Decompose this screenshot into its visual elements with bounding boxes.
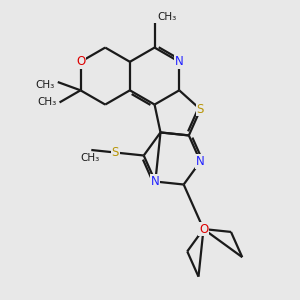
Text: N: N [175, 55, 184, 68]
Text: CH₃: CH₃ [36, 80, 55, 90]
Text: O: O [76, 55, 85, 68]
Text: CH₃: CH₃ [157, 12, 176, 22]
Text: S: S [112, 146, 119, 159]
Text: N: N [196, 155, 205, 168]
Text: N: N [199, 223, 208, 236]
Text: N: N [151, 175, 160, 188]
Text: CH₃: CH₃ [80, 153, 100, 163]
Text: CH₃: CH₃ [38, 98, 57, 107]
Text: S: S [197, 103, 204, 116]
Text: O: O [199, 223, 208, 236]
